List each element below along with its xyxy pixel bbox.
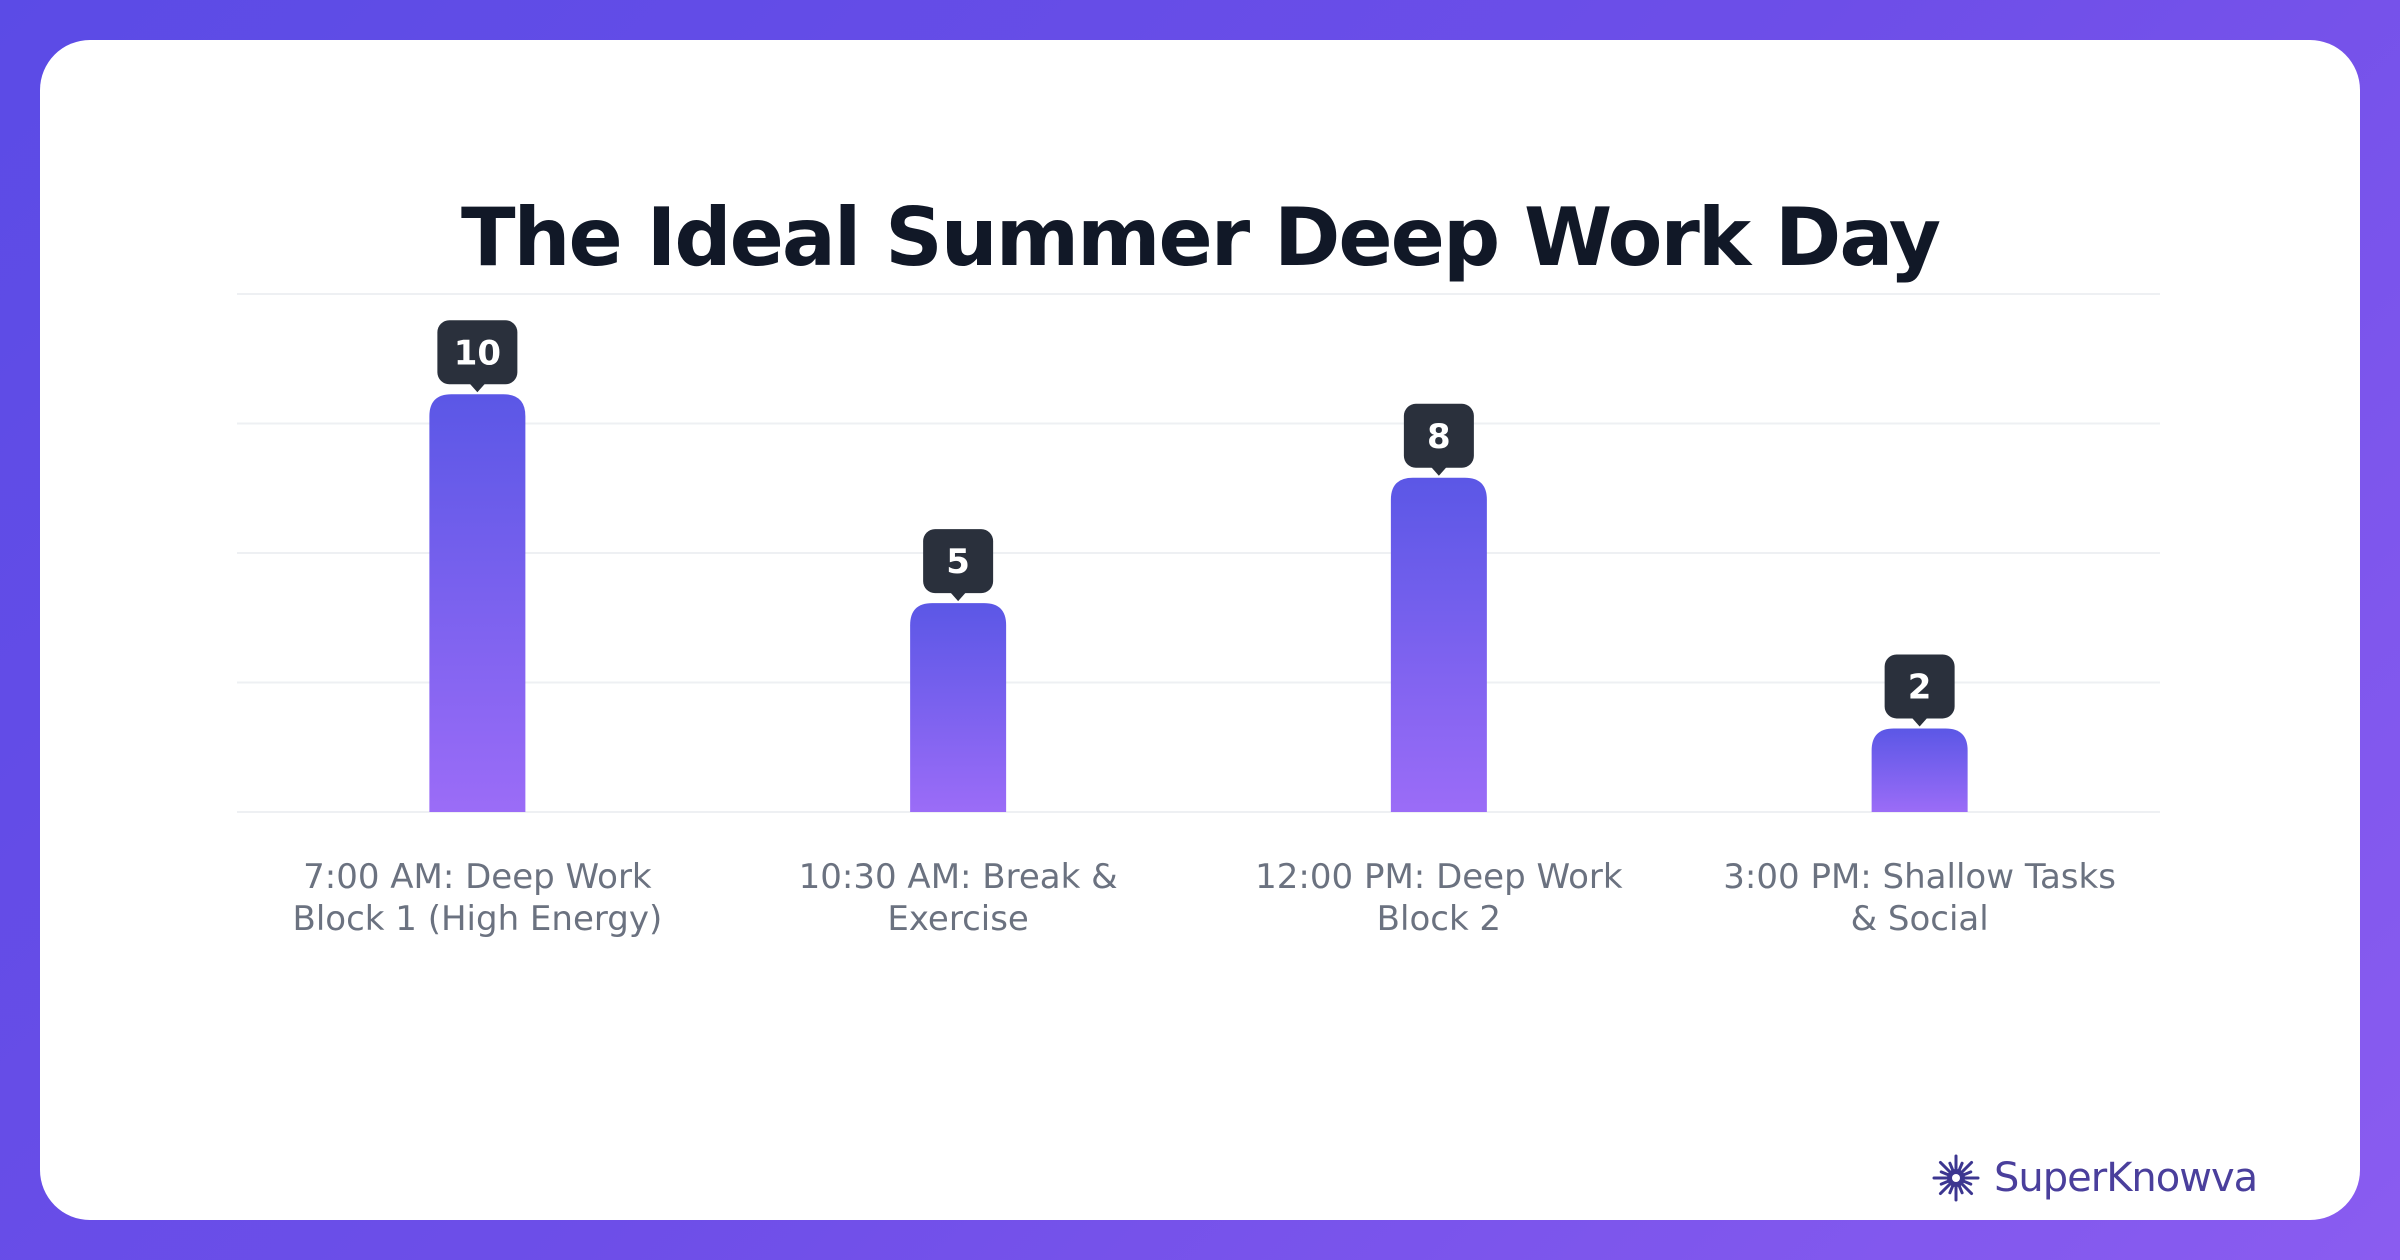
brand-name: SuperKnowva	[1994, 1155, 2258, 1201]
data-label-text: 5	[946, 542, 970, 582]
bar	[1390, 477, 1487, 812]
data-label: 5	[923, 529, 994, 602]
bar	[1871, 728, 1968, 812]
chart-card: The Ideal Summer Deep Work Day 10 5 8 2 7:0…	[40, 40, 2360, 1220]
data-label-text: 8	[1427, 417, 1451, 457]
data-label: 10	[437, 320, 518, 393]
brand-logo: SuperKnowva	[1932, 1148, 2258, 1208]
data-label: 8	[1403, 403, 1474, 476]
data-labels: 10 5 8 2	[437, 320, 1955, 727]
category-label: 7:00 AM: Deep Work Block 1 (High Energy)	[293, 857, 663, 939]
gridlines	[237, 293, 2160, 813]
bars	[429, 394, 1968, 812]
data-label: 2	[1884, 654, 1955, 727]
bar	[429, 394, 526, 812]
category-label: 3:00 PM: Shallow Tasks & Social	[1723, 857, 2116, 939]
category-label: 10:30 AM: Break & Exercise	[799, 857, 1118, 939]
x-axis-labels: 7:00 AM: Deep Work Block 1 (High Energy) 1…	[293, 857, 2116, 939]
starburst-logo-icon	[1932, 1154, 1980, 1202]
data-label-text: 2	[1908, 667, 1932, 707]
bar-chart: 10 5 8 2 7:00 AM: Deep Work Block 1 (High En…	[237, 293, 2160, 939]
category-label: 12:00 PM: Deep Work Block 2	[1255, 857, 1623, 939]
data-label-text: 10	[454, 333, 501, 373]
bar	[910, 603, 1007, 812]
chart-title: The Ideal Summer Deep Work Day	[460, 191, 1941, 284]
